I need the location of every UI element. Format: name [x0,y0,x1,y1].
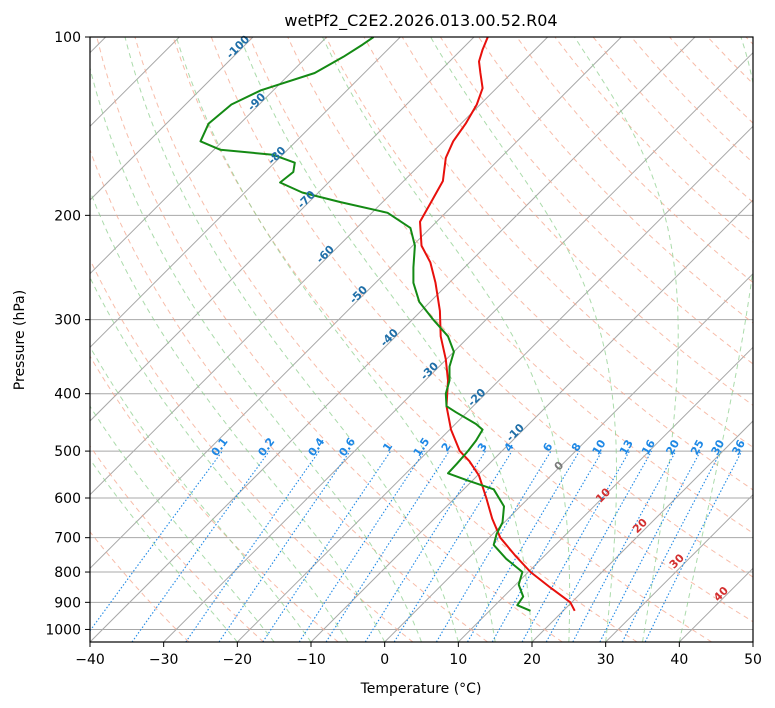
isotherm [384,272,753,642]
x-tick-label: −40 [75,652,105,668]
isotherm [90,37,328,275]
mixing-ratio-line [298,450,425,642]
dry-adiabat [90,148,488,642]
x-tick-label: 10 [449,652,467,668]
isotherm [90,37,622,570]
y-tick-label: 700 [54,531,81,547]
y-tick-label: 100 [54,30,81,46]
moist-adiabat [430,37,617,642]
mixing-ratio-line [262,450,392,642]
isotherm [605,493,753,642]
moist-adiabat [175,37,496,642]
dry-adiabat [516,37,753,284]
y-tick-label: 400 [54,387,81,403]
mixing-ratio-line [218,450,351,642]
dry-adiabat [287,37,753,534]
mixing-ratio-line [393,450,513,642]
x-axis: −40 −30 −20 −10 0 10 20 30 40 50 [75,642,762,668]
dry-adiabat [90,258,414,642]
dewpoint-profile [199,37,531,612]
isotherm [457,346,753,642]
dry-adiabat [172,37,712,642]
y-tick-label: 600 [54,491,81,507]
mixing-ratio-label: 36 [729,437,748,457]
dry-adiabat [439,37,753,365]
mixing-ratio-line [90,450,223,632]
x-tick-label: −20 [223,652,253,668]
mixing-ratio-line [621,450,722,642]
mixing-ratio-line [131,450,270,642]
isotherm [90,37,549,496]
mixing-ratio-line [435,450,552,642]
chart-title: wetPf2_C2E2.2026.013.00.52.R04 [284,11,557,31]
y-tick-label: 500 [54,444,81,460]
moist-adiabat [90,65,422,642]
mixing-ratio-line [644,450,743,642]
dry-adiabat [401,37,753,406]
dry-adiabat [210,37,753,623]
y-tick-label: 200 [54,208,81,224]
x-tick-label: 20 [523,652,541,668]
x-tick-label: 30 [597,652,615,668]
moist-adiabat [90,189,386,642]
dry-adiabat [249,37,753,578]
mixing-ratio-line [325,450,450,642]
mixing-ratio-line [364,450,486,642]
mixing-ratio-line [545,450,653,642]
background-lines [90,37,753,642]
dry-adiabat [134,37,638,642]
isotherm [90,37,254,201]
x-tick-label: 40 [670,652,688,668]
mixing-ratio-label: 25 [688,438,707,458]
plot-frame [89,36,754,643]
temperature-profile [419,37,576,612]
isotherm [310,199,753,642]
dry-adiabat [90,531,190,642]
y-tick-label: 800 [54,565,81,581]
y-axis: 100 200 300 400 500 600 700 800 900 1000 [45,30,90,638]
y-tick-label: 1000 [45,622,81,638]
isotherm [531,420,753,642]
y-axis-title: Pressure (hPa) [12,290,28,390]
dry-adiabat [96,37,563,642]
dry-adiabat [90,445,264,642]
isotherm [236,125,753,642]
mixing-ratio-line [599,450,701,642]
x-tick-label: −30 [149,652,179,668]
y-tick-label: 900 [54,595,81,611]
x-tick-label: −10 [296,652,326,668]
moist-adiabat [574,37,679,642]
x-tick-label: 0 [380,652,389,668]
isotherm [90,37,475,422]
moist-adiabat [90,458,238,642]
x-tick-label: 50 [744,652,762,668]
isotherm [163,51,753,642]
moist-adiabat [124,37,459,642]
mixing-ratio-line [572,450,677,642]
y-tick-label: 300 [54,313,81,329]
mixing-ratio-line [185,450,320,642]
moist-adiabat [90,276,349,642]
moist-adiabat [322,37,571,642]
profile-lines [199,37,576,612]
moist-adiabat [239,37,533,642]
mixing-ratio-line [521,450,630,642]
isotherm [90,37,401,349]
x-axis-title: Temperature (°C) [360,681,482,697]
